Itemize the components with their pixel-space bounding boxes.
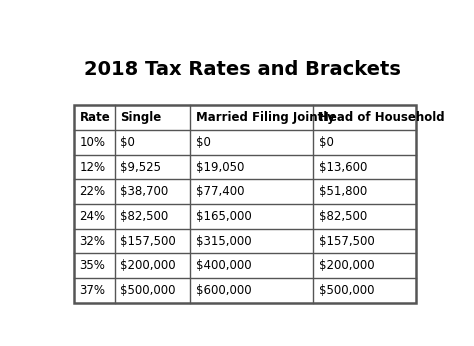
Text: $82,500: $82,500 bbox=[120, 210, 169, 223]
Text: $500,000: $500,000 bbox=[120, 284, 176, 297]
Text: $165,000: $165,000 bbox=[196, 210, 251, 223]
Text: $0: $0 bbox=[319, 136, 334, 149]
Text: $315,000: $315,000 bbox=[196, 235, 251, 247]
Text: $200,000: $200,000 bbox=[319, 259, 374, 272]
Text: 35%: 35% bbox=[80, 259, 105, 272]
Text: 10%: 10% bbox=[80, 136, 105, 149]
Text: $600,000: $600,000 bbox=[196, 284, 251, 297]
Text: $400,000: $400,000 bbox=[196, 259, 251, 272]
Text: $77,400: $77,400 bbox=[196, 185, 244, 198]
Text: 22%: 22% bbox=[80, 185, 106, 198]
Text: $157,500: $157,500 bbox=[120, 235, 176, 247]
Text: Rate: Rate bbox=[80, 111, 110, 124]
Text: Head of Household: Head of Household bbox=[319, 111, 444, 124]
Text: 12%: 12% bbox=[80, 161, 106, 174]
Text: 37%: 37% bbox=[80, 284, 105, 297]
Text: $0: $0 bbox=[196, 136, 210, 149]
Text: $51,800: $51,800 bbox=[319, 185, 367, 198]
Text: $38,700: $38,700 bbox=[120, 185, 169, 198]
Bar bbox=[74, 106, 416, 303]
Text: 2018 Tax Rates and Brackets: 2018 Tax Rates and Brackets bbox=[84, 60, 401, 79]
Text: Single: Single bbox=[120, 111, 162, 124]
Text: $19,050: $19,050 bbox=[196, 161, 244, 174]
Text: $13,600: $13,600 bbox=[319, 161, 367, 174]
Text: Married Filing Jointly: Married Filing Jointly bbox=[196, 111, 335, 124]
Text: $0: $0 bbox=[120, 136, 135, 149]
Text: $82,500: $82,500 bbox=[319, 210, 367, 223]
Text: $157,500: $157,500 bbox=[319, 235, 374, 247]
Text: $500,000: $500,000 bbox=[319, 284, 374, 297]
Text: $200,000: $200,000 bbox=[120, 259, 176, 272]
Text: 32%: 32% bbox=[80, 235, 105, 247]
Text: 24%: 24% bbox=[80, 210, 106, 223]
Text: $9,525: $9,525 bbox=[120, 161, 162, 174]
